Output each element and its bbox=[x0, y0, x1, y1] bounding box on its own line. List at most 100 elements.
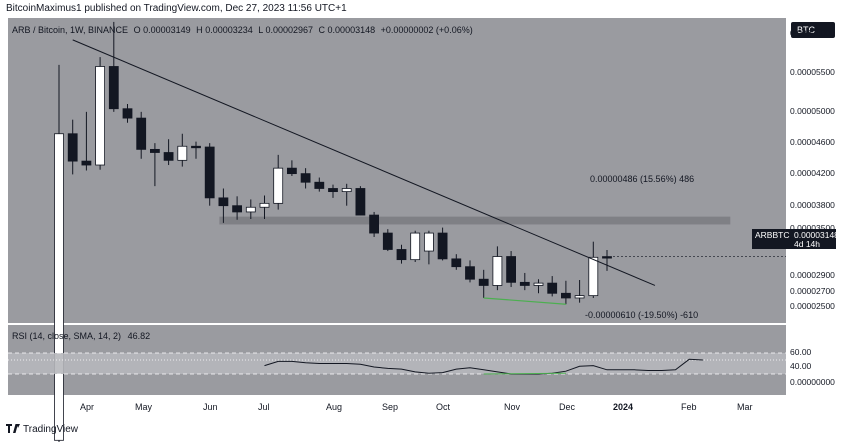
candle bbox=[149, 148, 160, 153]
candle bbox=[355, 188, 366, 216]
candle bbox=[273, 167, 284, 204]
time-tick-label: May bbox=[135, 402, 153, 412]
candle bbox=[122, 108, 133, 119]
price-divergence-line bbox=[483, 297, 566, 305]
time-tick-label: 2024 bbox=[613, 402, 634, 412]
price-tick-label: 0.00004200 bbox=[790, 168, 835, 179]
rsi-legend: RSI (14, close, SMA, 14, 2) 46.82 bbox=[12, 331, 150, 341]
candle bbox=[259, 202, 270, 208]
candle bbox=[108, 66, 119, 110]
candle bbox=[588, 256, 599, 297]
rsi-line bbox=[264, 358, 703, 375]
candle bbox=[369, 214, 380, 234]
candle bbox=[451, 258, 462, 268]
price-tick-label: 0.00003800 bbox=[790, 199, 835, 210]
symbol-title[interactable]: ARB / Bitcoin, 1W, BINANCE bbox=[12, 25, 129, 35]
candle bbox=[218, 197, 229, 207]
price-tick-label: 0.00006000 bbox=[790, 27, 835, 38]
time-tick-label: Nov bbox=[504, 402, 521, 412]
candle bbox=[95, 66, 105, 166]
candle bbox=[314, 181, 325, 189]
candle bbox=[286, 167, 297, 175]
candle bbox=[204, 146, 215, 199]
chart-area[interactable] bbox=[0, 18, 850, 398]
legend-open: 0.00003149 bbox=[143, 25, 191, 35]
candle bbox=[602, 256, 612, 259]
rsi-tick-label: 0.00000000 bbox=[790, 377, 835, 387]
symbol-name: ARBBTC bbox=[755, 230, 790, 240]
lower-measure-label: -0.00000610 (-19.50%) -610 bbox=[585, 310, 699, 320]
bar-countdown: 4d 14h bbox=[794, 239, 820, 249]
legend-low-label: L bbox=[258, 25, 263, 35]
resistance-line bbox=[72, 39, 656, 286]
price-tick-label: 0.00002500 bbox=[790, 301, 835, 312]
footer: TradingView bbox=[0, 420, 850, 442]
candle bbox=[574, 295, 585, 299]
last-price: 0.00003148 bbox=[794, 230, 839, 240]
candle bbox=[232, 205, 243, 213]
candle bbox=[533, 282, 544, 286]
time-tick-label: Jul bbox=[258, 402, 270, 412]
rsi-band bbox=[8, 353, 786, 374]
currency-badge[interactable]: BTC bbox=[791, 22, 835, 38]
candle bbox=[382, 232, 393, 250]
price-tick-label: 0.00002900 bbox=[790, 270, 835, 281]
horizontal-zone bbox=[219, 216, 731, 225]
candle bbox=[396, 249, 407, 261]
legend-close-label: C bbox=[318, 25, 326, 35]
legend-close: 0.00003148 bbox=[327, 25, 376, 35]
candles-group bbox=[54, 21, 612, 442]
candle bbox=[136, 117, 147, 150]
legend-high: 0.00003234 bbox=[205, 25, 253, 35]
price-tick-label: 0.00003500 bbox=[790, 223, 835, 234]
candle bbox=[547, 282, 558, 294]
price-tick-label: 0.00004600 bbox=[790, 137, 835, 148]
candle bbox=[245, 206, 256, 213]
candle bbox=[54, 133, 64, 441]
candle bbox=[519, 281, 530, 286]
tradingview-brand: TradingView bbox=[23, 424, 79, 435]
candle bbox=[177, 145, 188, 161]
candle bbox=[492, 256, 503, 286]
upper-measure-label: 0.00000486 (15.56%) 486 bbox=[590, 174, 695, 184]
candle bbox=[410, 232, 421, 261]
candle bbox=[67, 133, 78, 162]
legend-low: 0.00002967 bbox=[265, 25, 314, 35]
publish-info: BitcoinMaximus1 published on TradingView… bbox=[6, 3, 347, 14]
candle bbox=[341, 188, 352, 193]
time-tick-label: Aug bbox=[326, 402, 343, 412]
rsi-tick-label: 60.00 bbox=[790, 347, 812, 357]
rsi-tick-label: 40.00 bbox=[790, 361, 812, 371]
tradingview-logo-icon bbox=[6, 424, 20, 433]
publish-info-bar: BitcoinMaximus1 published on TradingView… bbox=[0, 0, 850, 18]
time-axis[interactable]: Apr May Jun Jul Aug Sep Oct Nov Dec 2024 Feb Mar bbox=[0, 398, 850, 420]
time-tick-label: Jun bbox=[203, 402, 218, 412]
rsi-label[interactable]: RSI (14, close, SMA, 14, 2) bbox=[12, 331, 122, 341]
time-tick-label: Apr bbox=[80, 402, 95, 412]
time-tick-label: Sep bbox=[382, 402, 399, 412]
legend-open-label: O bbox=[133, 25, 141, 35]
candle bbox=[423, 232, 434, 252]
candle bbox=[478, 278, 489, 286]
candle bbox=[437, 232, 448, 260]
price-tick-label: 0.00005500 bbox=[790, 66, 835, 77]
candle bbox=[191, 145, 201, 149]
time-tick-label: Mar bbox=[737, 402, 753, 412]
price-tick-label: 0.00002700 bbox=[790, 285, 835, 296]
legend-high-label: H bbox=[196, 25, 203, 35]
price-axis[interactable] bbox=[786, 18, 850, 398]
time-tick-label: Oct bbox=[436, 402, 451, 412]
last-price-label: ARBBTC 0.00003148 4d 14h bbox=[752, 229, 839, 249]
rsi-divergence-line bbox=[483, 372, 566, 375]
symbol-legend: ARB / Bitcoin, 1W, BINANCE O 0.00003149 … bbox=[12, 25, 476, 35]
price-tick-label: 0.00005000 bbox=[790, 105, 835, 116]
time-tick-label: Feb bbox=[681, 402, 697, 412]
candle bbox=[328, 188, 338, 193]
candle bbox=[465, 266, 475, 280]
price-pane[interactable] bbox=[8, 18, 786, 323]
tradingview-logo[interactable]: TradingView bbox=[6, 424, 78, 435]
time-tick-label: Dec bbox=[559, 402, 576, 412]
candle bbox=[300, 173, 311, 183]
candle bbox=[561, 292, 571, 299]
